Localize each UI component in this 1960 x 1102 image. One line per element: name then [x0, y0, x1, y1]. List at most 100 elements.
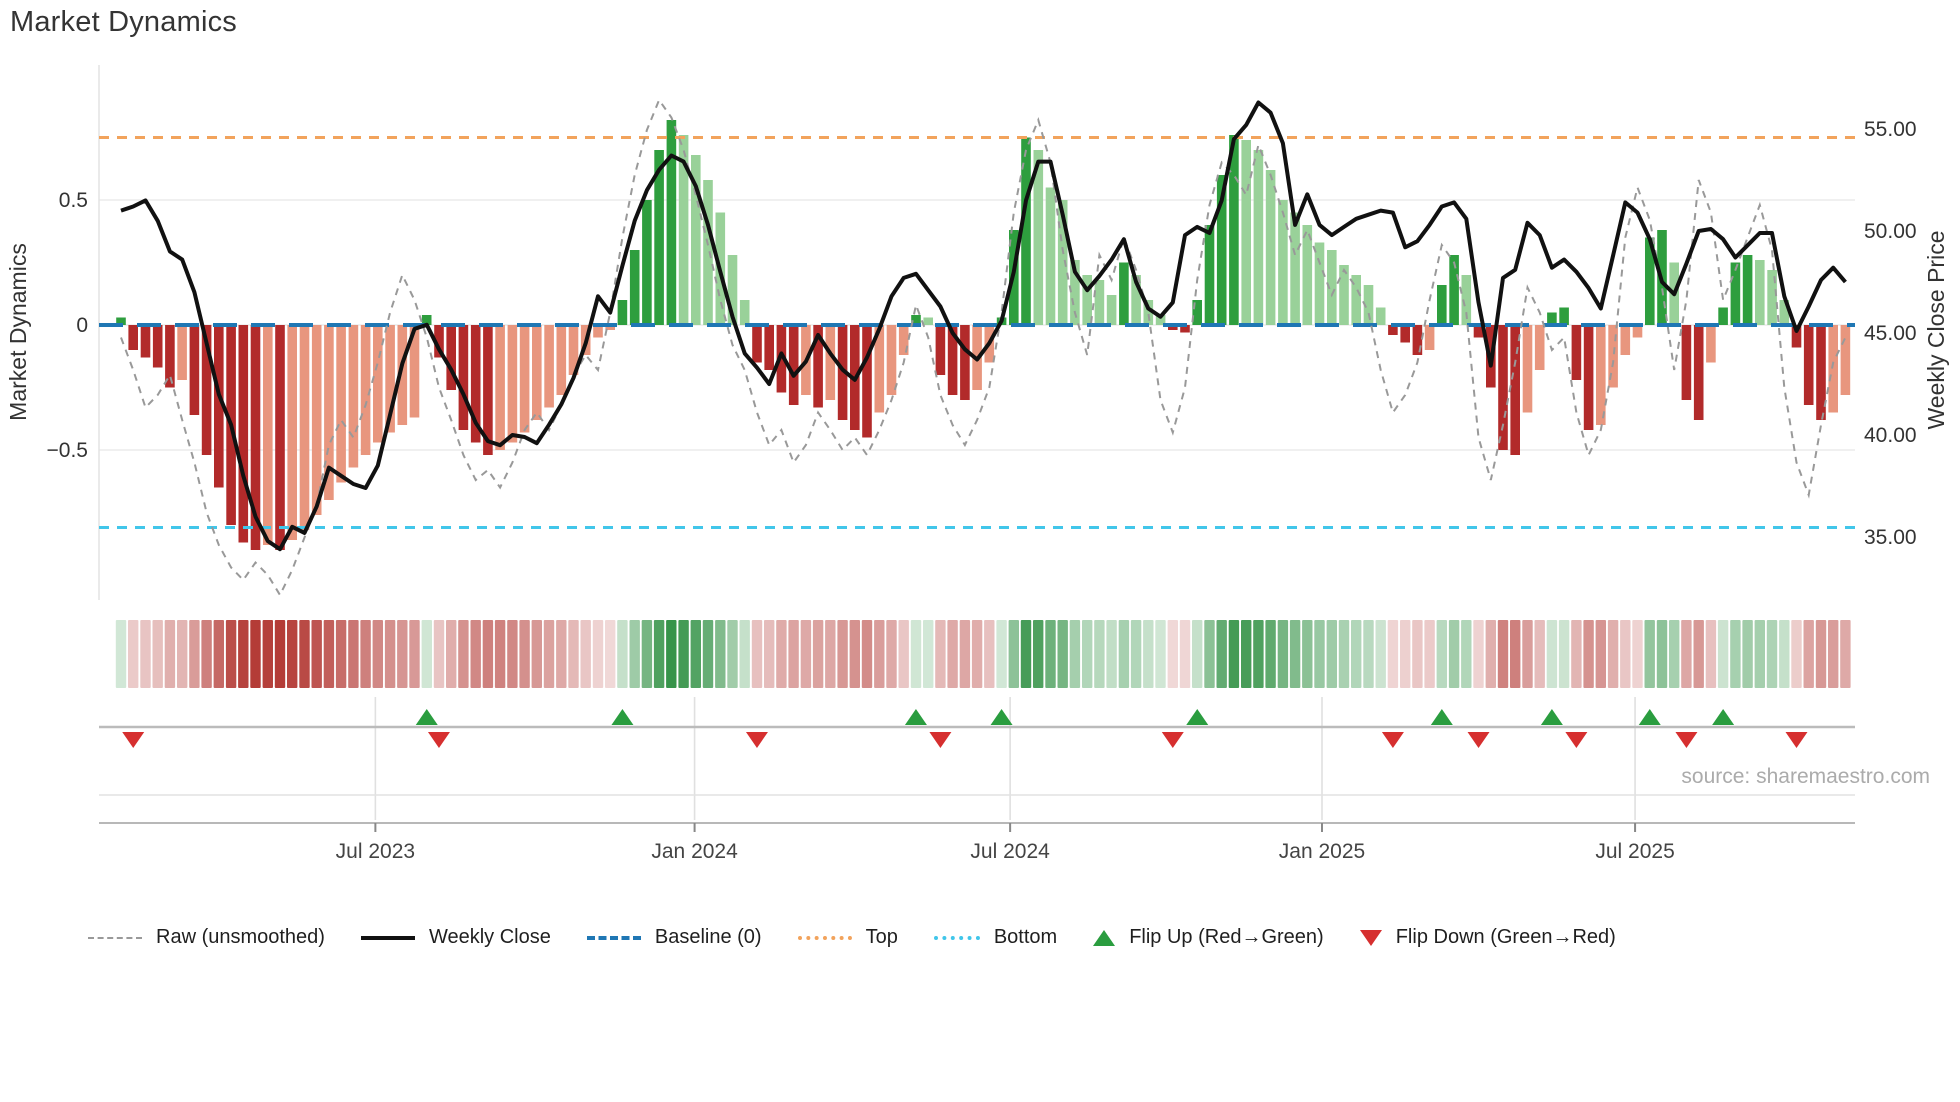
heatmap-cell	[1840, 620, 1851, 688]
dynamics-bar	[678, 135, 689, 325]
heatmap-cell	[1033, 620, 1044, 688]
dynamics-bar	[238, 325, 249, 543]
dynamics-bar	[1510, 325, 1520, 455]
heatmap-cell	[849, 620, 860, 688]
dynamics-bar	[1534, 325, 1545, 370]
dynamics-bar	[727, 255, 738, 325]
dynamics-bar	[1693, 325, 1704, 420]
heatmap-cell	[1497, 620, 1509, 688]
dynamics-bar	[1412, 325, 1423, 355]
heatmap-cell	[592, 620, 604, 688]
raw-line-swatch-icon	[88, 936, 142, 939]
heatmap-cell	[128, 620, 139, 688]
flip-down-marker-icon	[745, 732, 768, 748]
heatmap-cell	[641, 620, 653, 688]
flip-up-marker-icon	[1540, 709, 1563, 725]
heatmap-cell	[996, 620, 1007, 688]
dynamics-bar	[507, 325, 518, 443]
right-tick-label: 50.00	[1864, 220, 1917, 243]
dynamics-bar	[691, 155, 701, 325]
dynamics-bar	[593, 325, 603, 338]
right-axis-label: Weekly Close Price	[1923, 231, 1949, 430]
dynamics-bar	[495, 325, 505, 450]
heatmap-cell	[1045, 620, 1056, 688]
dynamics-bar	[764, 325, 774, 370]
heatmap-cell	[299, 620, 310, 688]
baseline-swatch-icon	[586, 935, 641, 940]
heatmap-cell	[1546, 620, 1558, 688]
heatmap-cell	[605, 620, 616, 688]
dynamics-bar	[348, 325, 359, 468]
heatmap-cell	[1204, 620, 1215, 688]
dynamics-bar	[1632, 325, 1643, 338]
dynamics-bar	[1742, 255, 1753, 325]
heatmap-cell	[984, 620, 995, 688]
dynamics-bar	[1608, 325, 1618, 388]
heatmap-cell	[152, 620, 163, 688]
heatmap-cell	[1008, 620, 1019, 688]
dynamics-bar	[299, 325, 310, 530]
heatmap-cell	[1558, 620, 1570, 688]
legend-item-raw: Raw (unsmoothed)	[88, 926, 325, 949]
left-tick-label: 0	[76, 314, 88, 337]
dynamics-bar	[165, 325, 175, 388]
dynamics-bar	[1278, 200, 1288, 325]
heatmap-cell	[1595, 620, 1606, 688]
heatmap-cell	[653, 620, 665, 688]
dynamics-bar	[1339, 265, 1349, 325]
dynamics-bar	[739, 300, 750, 325]
heatmap-cell	[115, 620, 127, 688]
heatmap-cell	[494, 620, 506, 688]
dynamics-bar	[1583, 325, 1594, 430]
heatmap-cell	[543, 620, 555, 688]
flip-up-marker-icon	[904, 709, 927, 725]
heatmap-cell	[1534, 620, 1545, 688]
dynamics-bar	[911, 315, 921, 325]
heatmap-cell	[702, 620, 714, 688]
heatmap-cell	[617, 620, 628, 688]
dynamics-bar	[250, 325, 261, 550]
heatmap-cell	[519, 620, 530, 688]
dynamics-bar	[1375, 307, 1386, 325]
heatmap-cell	[225, 620, 237, 688]
heatmap-cell	[923, 620, 934, 688]
left-tick-label: −0.5	[47, 439, 88, 462]
date-tick-label: Jul 2025	[1595, 840, 1674, 863]
heatmap-cell	[788, 620, 799, 688]
heatmap-cell	[910, 620, 922, 688]
heatmap-cell	[1742, 620, 1753, 688]
heatmap-cell	[666, 620, 677, 688]
heatmap-cell	[1485, 620, 1496, 688]
heatmap-cell	[1400, 620, 1411, 688]
dynamics-bar	[1094, 280, 1105, 325]
flip-up-marker-icon	[990, 709, 1013, 725]
flip-up-marker-icon	[1430, 709, 1453, 725]
dynamics-bar	[1755, 260, 1765, 325]
heatmap-cell	[1241, 620, 1252, 688]
dynamics-bar	[935, 325, 946, 375]
heatmap-cell	[1179, 620, 1191, 688]
dynamics-bar	[1779, 300, 1790, 325]
flip-down-marker-icon	[1381, 732, 1404, 748]
heatmap-cell	[1265, 620, 1276, 688]
heatmap-cell	[335, 620, 347, 688]
dynamics-bar	[1706, 325, 1716, 363]
dynamics-bar	[629, 250, 640, 325]
heatmap-cell	[886, 620, 897, 688]
dynamics-bar	[666, 120, 677, 325]
dynamics-bar	[1596, 325, 1606, 425]
heatmap-cell	[568, 620, 579, 688]
dynamics-bar	[1449, 255, 1459, 325]
heatmap-cell	[1791, 620, 1802, 688]
dynamics-bar	[373, 325, 383, 443]
heatmap-cell	[348, 620, 359, 688]
dynamics-bar	[1021, 137, 1031, 325]
legend-item-bottom: Bottom	[933, 926, 1057, 949]
heatmap-cell	[1069, 620, 1081, 688]
dynamics-bar	[336, 325, 346, 483]
dynamics-bar	[923, 317, 933, 325]
heatmap-cell	[1644, 620, 1655, 688]
dynamics-bar	[1204, 225, 1215, 325]
heatmap-cell	[274, 620, 286, 688]
dynamics-bar	[1730, 262, 1741, 325]
